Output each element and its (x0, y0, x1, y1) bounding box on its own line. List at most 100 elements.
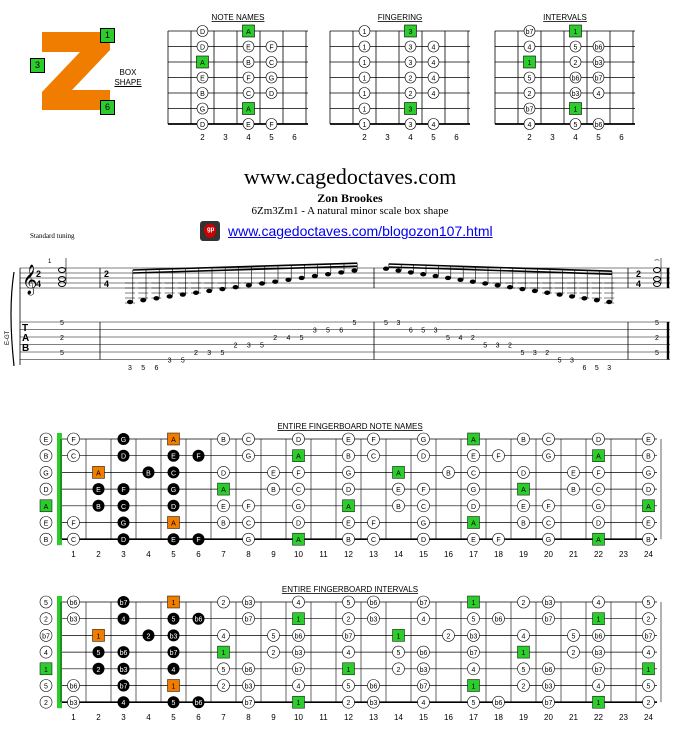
white-marker (67, 532, 80, 546)
board-note: B (517, 516, 530, 529)
board-note: 2 (642, 695, 655, 709)
board-note: 2 (517, 679, 530, 692)
board-note: C (167, 466, 180, 479)
board-note: D (467, 499, 480, 513)
note-label: 3 (409, 60, 413, 67)
board-note: E (392, 482, 405, 496)
marker-label: G (246, 537, 251, 544)
scale-subtitle: 6Zm3Zm1 - A natural minor scale box shap… (251, 205, 449, 217)
white-marker (67, 516, 80, 529)
white-marker (542, 695, 555, 709)
board-note: b7 (417, 679, 430, 692)
board-note: 5 (167, 696, 180, 709)
marker-label: 1 (522, 650, 526, 657)
board-note: 5 (642, 679, 655, 692)
board-note: 2 (342, 695, 355, 709)
board-note: b7 (467, 645, 480, 659)
board-note: b6 (292, 629, 305, 642)
marker-label: D (296, 437, 301, 444)
orange-marker (167, 516, 180, 529)
board-note: A (167, 432, 180, 446)
board-note: G (292, 499, 305, 513)
white-marker (217, 466, 230, 479)
board-note: E (567, 466, 580, 479)
white-marker (467, 629, 480, 642)
note-marker (242, 40, 255, 53)
tab-note: 6 (154, 365, 158, 372)
board-note: D (292, 516, 305, 529)
white-marker (517, 516, 530, 529)
marker-label: G (421, 437, 426, 444)
beam (388, 263, 613, 272)
board-fret-number: 24 (644, 550, 653, 559)
white-marker (342, 516, 355, 529)
white-marker (642, 532, 655, 546)
site-title[interactable]: www.cagedoctaves.com (243, 164, 457, 189)
white-marker (392, 482, 405, 496)
board-note: E (467, 532, 480, 546)
white-marker (292, 679, 305, 692)
marker-label: C (171, 470, 176, 477)
fret-number: 3 (550, 133, 555, 142)
board-note: F (367, 516, 380, 529)
note-head (507, 285, 513, 290)
tab-note: 4 (286, 335, 290, 342)
board-note: 1 (592, 612, 605, 625)
white-marker (467, 499, 480, 513)
fret-number: 2 (527, 133, 532, 142)
white-marker (217, 629, 230, 642)
white-marker (342, 532, 355, 546)
board-nut (57, 596, 62, 709)
note-label: 5 (574, 122, 578, 129)
marker-label: A (471, 521, 476, 528)
white-marker (39, 516, 53, 529)
board-note: F (417, 482, 430, 496)
note-head (140, 297, 147, 303)
note-head (531, 288, 538, 294)
track-label: E-GT (5, 330, 11, 345)
note-marker (404, 40, 417, 53)
board-note: b3 (167, 629, 180, 642)
tab-note: 5 (326, 328, 330, 335)
white-marker (442, 629, 455, 642)
board-note: G (242, 532, 255, 546)
marker-label: 1 (222, 650, 226, 657)
green-marker (467, 679, 480, 692)
marker-label: 1 (647, 667, 651, 674)
beam (132, 262, 358, 271)
note-marker (427, 118, 440, 130)
tab-note: 2 (545, 350, 549, 357)
marker-label: 4 (297, 600, 301, 607)
board-note: 5 (267, 629, 280, 642)
white-marker (39, 449, 53, 463)
marker-label: G (421, 521, 426, 528)
tab-note: 5 (260, 343, 264, 350)
board-note: 4 (292, 679, 305, 692)
white-marker (217, 595, 230, 609)
board-fret-number: 24 (644, 713, 653, 722)
note-head (298, 275, 305, 281)
note-marker (358, 56, 371, 68)
marker-label: F (421, 487, 425, 494)
white-marker (517, 466, 530, 479)
marker-label: b3 (420, 667, 428, 674)
marker-label: D (296, 521, 301, 528)
white-marker (292, 432, 305, 446)
white-marker (39, 532, 53, 546)
board-note: D (592, 516, 605, 529)
marker-label: A (96, 470, 101, 477)
orange-marker (92, 629, 105, 642)
marker-label: 4 (597, 600, 601, 607)
blog-link[interactable]: www.cagedoctaves.com/blogozon107.html (228, 223, 493, 239)
board-note: 1 (342, 662, 355, 676)
tab-note: 2 (234, 343, 238, 350)
small-note: 4 (427, 87, 440, 99)
note-label: 4 (432, 122, 436, 129)
green-marker (392, 466, 405, 479)
note-head (407, 270, 414, 275)
white-marker (292, 516, 305, 529)
white-marker (417, 679, 430, 692)
green-marker (39, 662, 53, 676)
white-marker (592, 432, 605, 446)
